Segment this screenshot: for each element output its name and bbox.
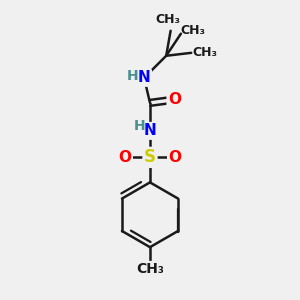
Text: H: H: [134, 119, 146, 134]
Text: H: H: [127, 68, 139, 83]
Text: CH₃: CH₃: [192, 46, 217, 59]
Text: O: O: [169, 150, 182, 165]
Text: O: O: [118, 150, 131, 165]
Text: CH₃: CH₃: [155, 13, 180, 26]
Text: O: O: [168, 92, 181, 107]
Text: CH₃: CH₃: [136, 262, 164, 276]
Text: S: S: [144, 148, 156, 166]
Text: N: N: [138, 70, 151, 86]
Text: CH₃: CH₃: [181, 24, 206, 37]
Text: N: N: [144, 123, 156, 138]
